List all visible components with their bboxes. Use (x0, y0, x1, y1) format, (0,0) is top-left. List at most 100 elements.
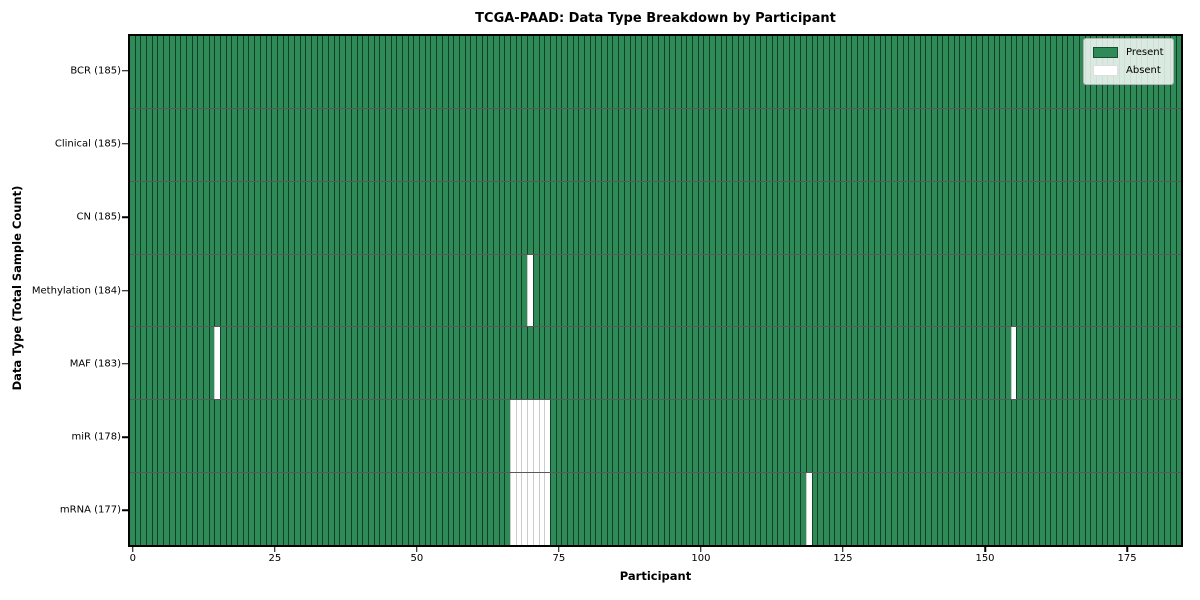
matrix-cell (987, 473, 994, 546)
matrix-cell (731, 108, 738, 181)
matrix-cell (1175, 181, 1182, 254)
matrix-cell (874, 473, 880, 546)
matrix-cell (276, 254, 283, 327)
matrix-cell (1090, 473, 1096, 546)
matrix-cell (987, 400, 994, 473)
matrix-cell (202, 400, 209, 473)
matrix-cell (1016, 327, 1022, 400)
matrix-cell (356, 108, 363, 181)
matrix-cell (475, 473, 482, 546)
matrix-cell (544, 400, 550, 473)
matrix-cell (794, 400, 801, 473)
matrix-cell (822, 254, 829, 327)
y-tick-mark (122, 509, 128, 512)
matrix-cell (760, 254, 766, 327)
matrix-cell (879, 36, 886, 108)
matrix-cell (743, 254, 749, 327)
matrix-cell (794, 254, 801, 327)
matrix-cell (913, 181, 920, 254)
matrix-cell (1067, 254, 1074, 327)
matrix-cell (1090, 108, 1096, 181)
matrix-cell (618, 473, 624, 546)
matrix-cell (350, 181, 357, 254)
matrix-cell (242, 254, 249, 327)
matrix-cell (168, 254, 175, 327)
matrix-cell (481, 108, 488, 181)
matrix-cell (254, 327, 260, 400)
matrix-cell (771, 181, 778, 254)
matrix-cell (919, 327, 926, 400)
matrix-cell (623, 327, 630, 400)
matrix-cell (999, 181, 1005, 254)
matrix-cell (601, 327, 607, 400)
matrix-cell (726, 400, 732, 473)
matrix-cell (220, 327, 226, 400)
matrix-cell (1016, 400, 1022, 473)
matrix-cell (566, 327, 573, 400)
matrix-cell (930, 473, 937, 546)
matrix-cell (930, 254, 937, 327)
matrix-cell (328, 400, 334, 473)
matrix-cell (1004, 36, 1011, 108)
x-tick-label: 150 (975, 553, 995, 564)
matrix-cell (453, 36, 459, 108)
matrix-cell (709, 108, 715, 181)
matrix-cell (692, 36, 698, 108)
matrix-cell (714, 254, 721, 327)
matrix-cell (458, 108, 465, 181)
matrix-cell (669, 400, 675, 473)
matrix-cell (202, 36, 209, 108)
matrix-cell (225, 400, 232, 473)
matrix-cell (168, 473, 175, 546)
matrix-cell (163, 108, 169, 181)
matrix-cell (532, 327, 539, 400)
matrix-cell (214, 181, 220, 254)
x-axis-tick-area: 0 25 50 75 100 125 150 175 (130, 547, 1181, 569)
matrix-cell (413, 36, 420, 108)
matrix-cell (453, 254, 459, 327)
matrix-cell (487, 108, 493, 181)
matrix-cell (777, 473, 784, 546)
matrix-cell (982, 254, 988, 327)
matrix-cell (299, 473, 306, 546)
x-tick-mark (274, 547, 276, 552)
matrix-cell (362, 36, 368, 108)
matrix-cell (709, 473, 715, 546)
matrix-cell (959, 400, 966, 473)
matrix-cell (834, 254, 840, 327)
matrix-cell (714, 400, 721, 473)
matrix-cell (316, 327, 323, 400)
matrix-cell (470, 327, 476, 400)
matrix-cell (703, 108, 710, 181)
matrix-cell (788, 36, 795, 108)
matrix-cell (709, 327, 715, 400)
matrix-cell (1135, 327, 1142, 400)
matrix-cell (288, 254, 294, 327)
matrix-cell (987, 181, 994, 254)
matrix-cell (134, 327, 141, 400)
legend: Present Absent (1083, 38, 1174, 85)
matrix-cell (311, 473, 317, 546)
matrix-cell (191, 181, 198, 254)
matrix-cell (402, 254, 408, 327)
matrix-cell (783, 181, 789, 254)
matrix-cell (748, 327, 755, 400)
matrix-cell (470, 400, 476, 473)
matrix-cell (578, 181, 584, 254)
matrix-cell (1147, 473, 1153, 546)
y-tick-label: mRNA (177) (59, 504, 121, 516)
matrix-cell (356, 181, 363, 254)
matrix-cell (936, 108, 943, 181)
matrix-cell (180, 181, 186, 254)
matrix-cell (783, 473, 789, 546)
matrix-cell (447, 473, 454, 546)
matrix-cell (424, 181, 431, 254)
matrix-cell (1061, 400, 1068, 473)
matrix-cell (879, 254, 886, 327)
matrix-cell (959, 254, 966, 327)
matrix-cell (163, 400, 169, 473)
matrix-cell (498, 108, 505, 181)
matrix-cell (475, 36, 482, 108)
matrix-cell (441, 400, 448, 473)
matrix-cell (311, 254, 317, 327)
